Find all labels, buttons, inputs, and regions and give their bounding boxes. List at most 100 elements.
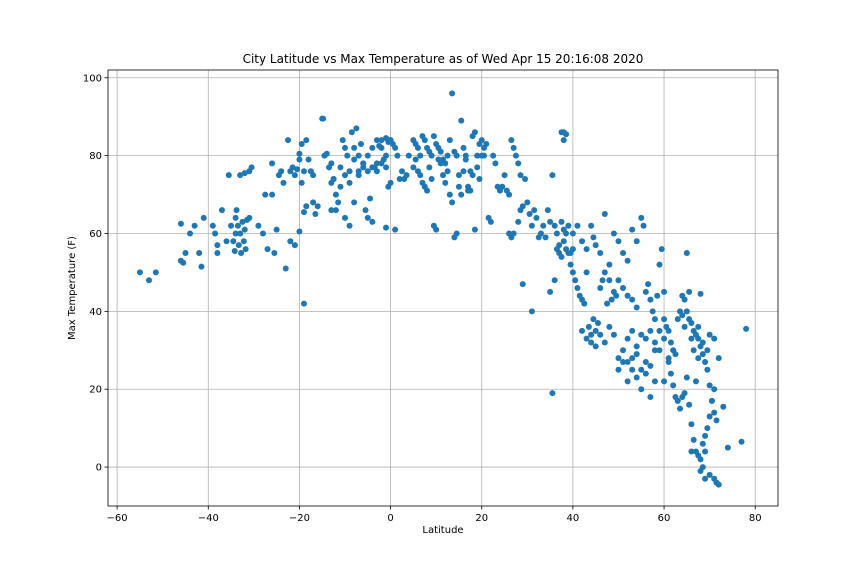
data-point bbox=[528, 308, 535, 315]
data-point bbox=[708, 397, 715, 404]
y-tick-label: 20 bbox=[89, 385, 102, 396]
data-point bbox=[560, 238, 567, 245]
data-point bbox=[296, 150, 303, 157]
data-point bbox=[351, 199, 358, 206]
data-point bbox=[364, 214, 371, 221]
y-axis-label: Max Temperature (F) bbox=[67, 236, 78, 340]
data-point bbox=[633, 343, 640, 350]
data-point bbox=[476, 176, 483, 182]
data-point bbox=[303, 137, 310, 144]
data-point bbox=[713, 417, 720, 424]
data-point bbox=[711, 335, 718, 342]
data-point bbox=[724, 444, 731, 451]
data-point bbox=[346, 179, 353, 186]
data-point bbox=[569, 246, 576, 253]
data-point bbox=[373, 160, 380, 167]
data-point bbox=[294, 166, 301, 173]
data-point bbox=[469, 172, 476, 179]
data-point bbox=[681, 323, 688, 330]
data-point bbox=[692, 378, 699, 385]
data-point bbox=[428, 176, 435, 182]
data-point bbox=[549, 390, 556, 397]
data-point bbox=[661, 316, 668, 323]
data-point bbox=[196, 249, 203, 256]
data-point bbox=[526, 211, 533, 218]
data-point bbox=[177, 220, 184, 227]
y-tick-label: 100 bbox=[83, 73, 102, 84]
data-point bbox=[517, 172, 524, 179]
data-point bbox=[191, 222, 198, 229]
data-point bbox=[471, 129, 478, 136]
data-point bbox=[403, 172, 410, 179]
data-point bbox=[344, 152, 351, 159]
data-point bbox=[383, 164, 390, 171]
data-point bbox=[337, 164, 344, 171]
data-point bbox=[583, 246, 590, 253]
data-point bbox=[291, 172, 298, 179]
data-point bbox=[458, 117, 465, 124]
data-point bbox=[180, 259, 187, 266]
data-point bbox=[483, 140, 490, 147]
data-point bbox=[553, 230, 560, 237]
data-point bbox=[704, 366, 711, 373]
data-point bbox=[588, 331, 595, 338]
data-point bbox=[369, 218, 376, 225]
data-point bbox=[615, 238, 622, 245]
data-point bbox=[665, 327, 672, 334]
data-point bbox=[642, 370, 649, 377]
data-point bbox=[581, 300, 588, 307]
data-point bbox=[471, 226, 478, 233]
data-point bbox=[437, 148, 444, 155]
data-point bbox=[510, 144, 517, 151]
data-point bbox=[231, 248, 238, 255]
data-point bbox=[615, 277, 622, 284]
data-point bbox=[697, 456, 704, 463]
data-point bbox=[597, 285, 604, 291]
data-point bbox=[234, 222, 241, 229]
data-point bbox=[681, 390, 688, 397]
data-point bbox=[601, 269, 608, 276]
x-tick-label: 60 bbox=[658, 513, 671, 524]
data-point bbox=[355, 152, 362, 159]
data-point bbox=[335, 199, 342, 206]
data-point bbox=[455, 183, 462, 190]
data-point bbox=[446, 137, 453, 144]
data-point bbox=[583, 269, 590, 276]
data-point bbox=[620, 347, 627, 354]
data-point bbox=[367, 195, 374, 202]
data-point bbox=[651, 339, 658, 346]
data-point bbox=[647, 296, 654, 303]
data-point bbox=[549, 172, 556, 179]
data-point bbox=[620, 285, 627, 291]
data-point bbox=[674, 316, 681, 323]
data-point bbox=[351, 144, 358, 151]
data-point bbox=[467, 187, 474, 194]
data-point bbox=[601, 211, 608, 218]
data-point bbox=[410, 164, 417, 171]
data-point bbox=[656, 327, 663, 334]
data-point bbox=[237, 172, 244, 179]
data-point bbox=[387, 179, 394, 186]
data-point bbox=[351, 156, 358, 163]
grid-lines bbox=[108, 70, 778, 506]
data-point bbox=[620, 358, 627, 365]
data-point bbox=[437, 160, 444, 167]
data-point bbox=[291, 242, 298, 249]
data-point bbox=[558, 218, 565, 225]
data-point bbox=[519, 281, 526, 288]
data-point bbox=[699, 351, 706, 358]
data-point bbox=[624, 292, 631, 299]
data-point bbox=[378, 137, 385, 144]
data-point bbox=[656, 347, 663, 354]
data-point bbox=[355, 168, 362, 175]
data-point bbox=[328, 160, 335, 167]
data-point bbox=[280, 179, 287, 186]
data-point bbox=[269, 191, 276, 198]
data-point bbox=[287, 238, 294, 245]
data-point bbox=[665, 358, 672, 365]
data-point bbox=[444, 152, 451, 159]
data-point bbox=[658, 246, 665, 253]
data-point bbox=[574, 222, 581, 229]
data-point bbox=[642, 288, 649, 295]
